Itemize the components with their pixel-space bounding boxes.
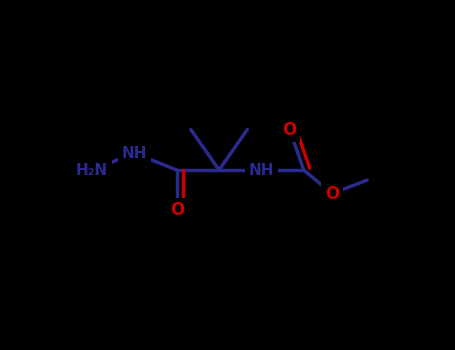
Text: O: O (170, 202, 184, 219)
Text: O: O (325, 184, 339, 203)
Text: NH: NH (121, 146, 147, 161)
Text: H₂N: H₂N (76, 162, 108, 177)
Text: O: O (283, 121, 297, 139)
Text: NH: NH (248, 162, 274, 177)
